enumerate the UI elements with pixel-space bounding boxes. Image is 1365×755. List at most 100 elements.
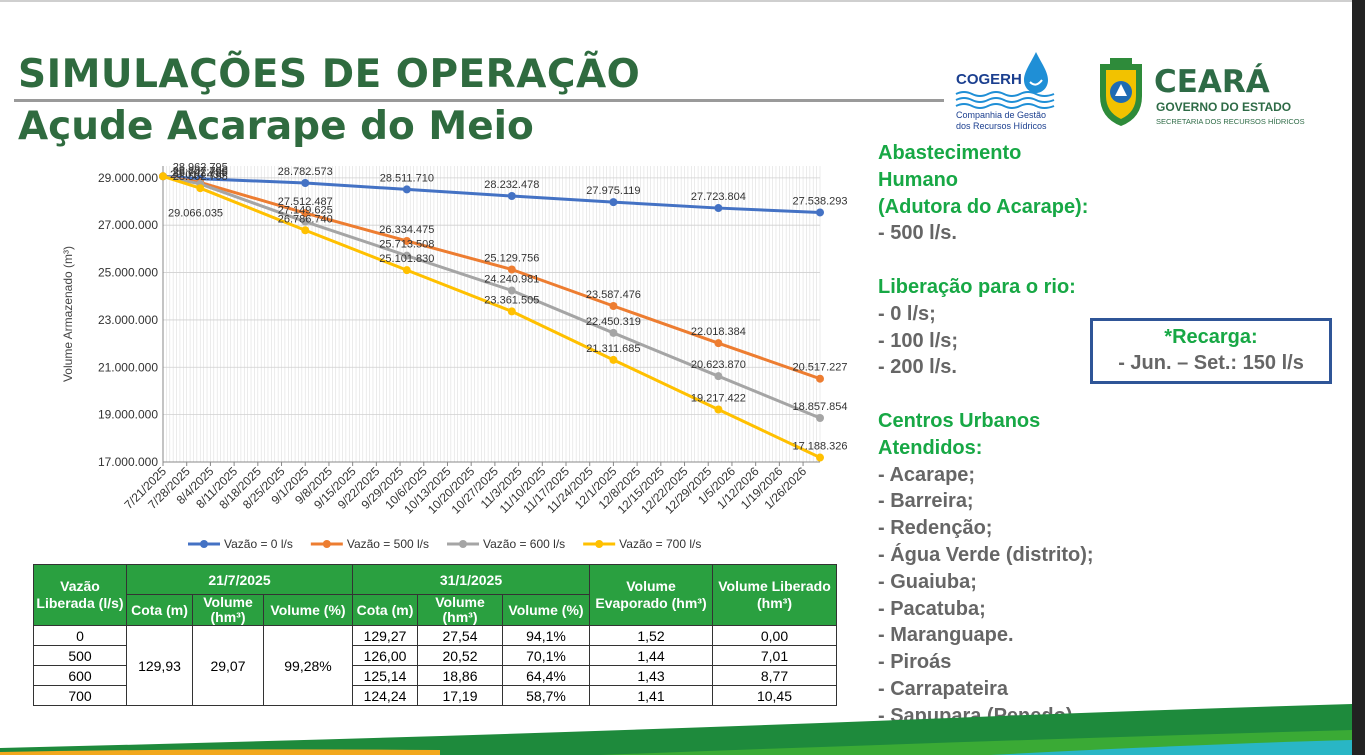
header-volume: Volume (hm³) bbox=[417, 594, 503, 626]
data-point bbox=[507, 286, 516, 295]
cell-cota: 126,00 bbox=[352, 645, 418, 666]
list-item: - 200 l/s. bbox=[878, 356, 957, 379]
header-vazao: Vazão Liberada (l/s) bbox=[33, 564, 127, 626]
data-label: 24.240.981 bbox=[484, 274, 539, 286]
abastecimento-line1: Abastecimento bbox=[878, 142, 1022, 164]
data-label: 27.538.293 bbox=[792, 195, 847, 207]
data-label: 23.587.476 bbox=[586, 289, 641, 301]
centros-title-line1: Centros Urbanos bbox=[878, 410, 1041, 432]
data-label: 25.713.508 bbox=[379, 239, 434, 251]
data-point bbox=[816, 374, 824, 383]
cell-init-cota: 129,93 bbox=[126, 625, 193, 706]
table-row: 0 129,93 29,07 99,28% 129,27 27,54 94,1%… bbox=[33, 625, 837, 706]
data-point bbox=[301, 178, 310, 187]
data-point bbox=[816, 414, 824, 423]
data-label: 27.975.119 bbox=[586, 185, 640, 197]
cell-volume: 18,86 bbox=[417, 665, 503, 686]
cell-lib: 8,77 bbox=[712, 665, 837, 686]
cell-evap: 1,52 bbox=[589, 625, 713, 646]
data-point bbox=[714, 405, 723, 414]
legend-marker bbox=[322, 540, 331, 548]
data-point bbox=[609, 198, 618, 207]
cell-lib: 7,01 bbox=[712, 645, 837, 666]
page-subtitle: Açude Acarape do Meio bbox=[18, 104, 534, 149]
y-tick-label: 27.000.000 bbox=[98, 218, 158, 232]
data-label: 28.562.795 bbox=[173, 171, 228, 183]
cell-vazao: 700 bbox=[33, 685, 127, 706]
data-point bbox=[196, 184, 205, 193]
data-label: 29.010.435 bbox=[170, 169, 225, 181]
recarga-title: *Recarga: bbox=[1164, 326, 1258, 348]
liberacao-block: Liberação para o rio: - 0 l/s; - 100 l/s… bbox=[878, 274, 1076, 381]
list-item: - Guaiuba; bbox=[878, 570, 977, 593]
table-row: 700 124,24 17,19 58,7% 1,41 10,45 bbox=[33, 685, 837, 706]
data-label: 22.450.319 bbox=[586, 316, 641, 328]
cell-cota: 125,14 bbox=[352, 665, 418, 686]
cell-lib: 0,00 bbox=[712, 625, 837, 646]
data-label: 27.512.487 bbox=[278, 196, 333, 208]
state-seal-icon bbox=[1100, 58, 1142, 126]
y-tick-label: 21.000.000 bbox=[98, 360, 158, 374]
data-label: 26.786.740 bbox=[278, 213, 333, 225]
data-label: 23.361.505 bbox=[484, 294, 539, 306]
legend-marker bbox=[459, 540, 467, 548]
data-label: 28.232.478 bbox=[484, 179, 539, 191]
header-cota: Cota (m) bbox=[352, 594, 418, 626]
ceara-line1: GOVERNO DO ESTADO bbox=[1156, 100, 1291, 114]
simulation-table: Vazão Liberada (l/s) 21/7/2025 31/1/2025… bbox=[33, 564, 837, 706]
legend-entry: Vazão = 700 l/s bbox=[619, 537, 701, 551]
data-label: 28.511.710 bbox=[380, 172, 434, 184]
y-tick-label: 19.000.000 bbox=[98, 408, 158, 422]
cell-cota: 129,27 bbox=[352, 625, 418, 646]
ceara-wordmark: CEARÁ bbox=[1154, 64, 1270, 100]
legend-entry: Vazão = 600 l/s bbox=[483, 537, 565, 551]
data-point bbox=[609, 328, 618, 337]
data-point bbox=[159, 172, 167, 181]
list-item: - Redenção; bbox=[878, 517, 993, 540]
data-label: 26.334.475 bbox=[379, 224, 434, 236]
data-point bbox=[507, 307, 516, 316]
data-point bbox=[816, 453, 824, 462]
data-point bbox=[507, 265, 516, 274]
series-line bbox=[162, 174, 821, 214]
table-row: 600 125,14 18,86 64,4% 1,43 8,77 bbox=[33, 665, 837, 686]
y-tick-label: 23.000.000 bbox=[98, 313, 158, 327]
data-point bbox=[714, 372, 723, 381]
y-axis-label: Volume Armazenado (m³) bbox=[61, 246, 75, 382]
list-item: - Maranguape. bbox=[878, 624, 1014, 647]
cell-cota: 124,24 bbox=[352, 685, 418, 706]
series-line bbox=[162, 174, 821, 420]
data-point bbox=[714, 339, 723, 348]
cogerh-line1: Companhia de Gestão bbox=[956, 110, 1046, 120]
y-tick-label: 25.000.000 bbox=[98, 266, 158, 280]
data-label: 28.782.573 bbox=[278, 166, 333, 178]
data-point bbox=[402, 251, 411, 260]
recarga-box: *Recarga: - Jun. – Set.: 150 l/s bbox=[1090, 318, 1332, 384]
cogerh-logo: COGERH Companhia de Gestão dos Recursos … bbox=[955, 52, 1055, 131]
cell-pct: 70,1% bbox=[502, 645, 590, 666]
list-item: - Piroás bbox=[878, 651, 952, 674]
data-label: 20.623.870 bbox=[691, 359, 746, 371]
data-label: 27.149.625 bbox=[278, 205, 333, 217]
header-evaporado: Volume Evaporado (hm³) bbox=[589, 564, 713, 626]
abastecimento-value: - 500 l/s. bbox=[878, 222, 957, 245]
cell-init-pct: 99,28% bbox=[263, 625, 353, 706]
liberacao-title: Liberação para o rio: bbox=[878, 276, 1076, 298]
cell-vazao: 0 bbox=[33, 625, 127, 646]
abastecimento-line2: Humano bbox=[878, 168, 958, 191]
data-label: 27.723.804 bbox=[691, 191, 746, 203]
ceara-logo: CEARÁ GOVERNO DO ESTADO SECRETARIA DOS R… bbox=[1100, 58, 1305, 126]
legend-marker bbox=[200, 540, 208, 548]
legend-marker bbox=[595, 540, 604, 548]
list-item: - 100 l/s; bbox=[878, 329, 959, 352]
data-label: 20.517.227 bbox=[792, 362, 847, 374]
data-point bbox=[714, 204, 723, 213]
title-divider bbox=[14, 99, 944, 102]
list-item: - Pacatuba; bbox=[878, 597, 986, 620]
list-item: - Acarape; bbox=[878, 463, 976, 486]
cell-evap: 1,43 bbox=[589, 665, 713, 686]
series-line bbox=[162, 174, 821, 381]
cogerh-wordmark: COGERH bbox=[956, 71, 1022, 88]
list-item: - Barreira; bbox=[878, 490, 974, 513]
cell-volume: 27,54 bbox=[417, 625, 503, 646]
